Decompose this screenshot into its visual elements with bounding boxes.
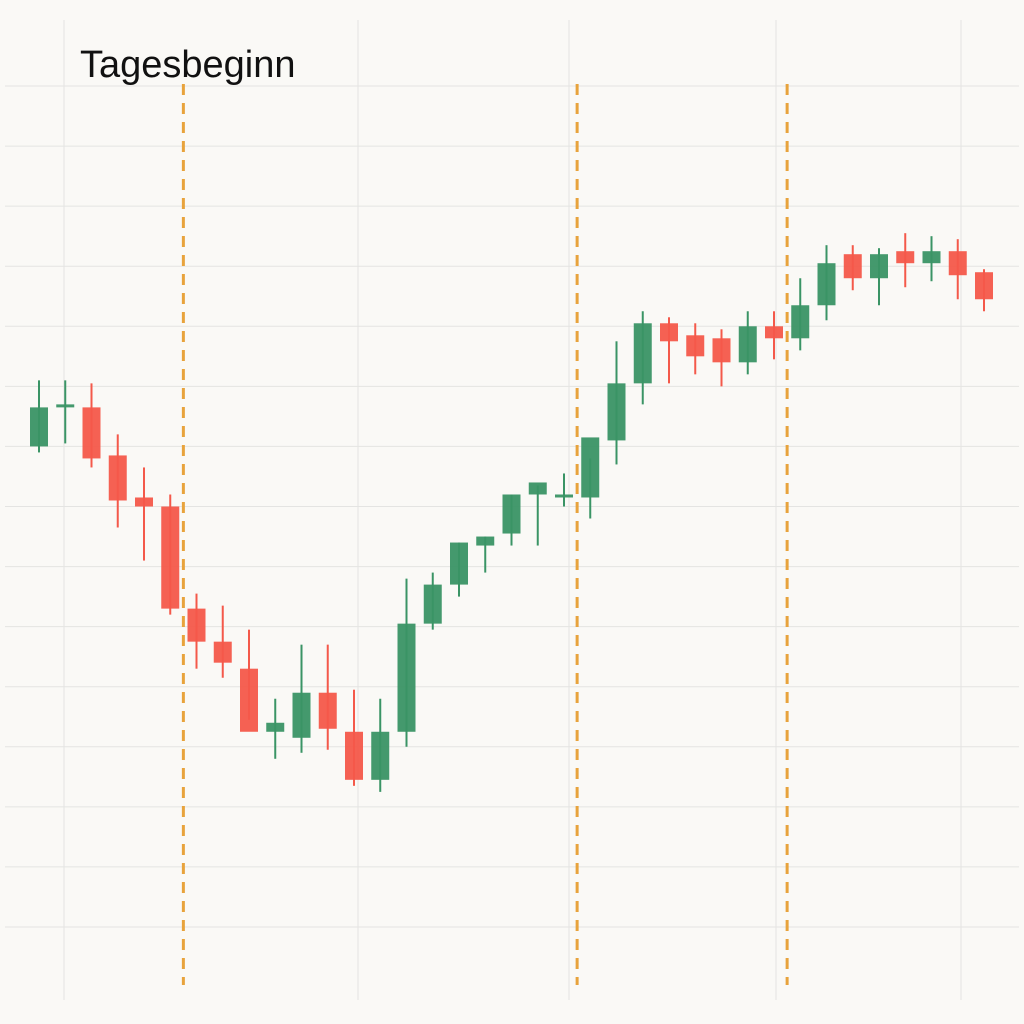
candle-body <box>607 383 626 441</box>
candle-body <box>423 584 442 624</box>
candle-body <box>266 722 285 732</box>
candle-body <box>922 251 941 264</box>
candle-body <box>397 623 416 732</box>
candle <box>975 269 993 312</box>
candle <box>187 593 206 669</box>
candle <box>345 689 363 786</box>
candle <box>791 278 810 351</box>
candle <box>476 536 495 573</box>
candle-body <box>660 323 678 342</box>
candle <box>82 383 101 468</box>
candles <box>30 233 993 792</box>
candle-body <box>187 608 206 642</box>
candle <box>633 311 652 405</box>
candle-body <box>371 731 390 780</box>
candle-body <box>791 305 810 339</box>
candle <box>56 380 75 444</box>
candle-body <box>56 404 75 408</box>
candle-body <box>213 641 232 663</box>
candle <box>502 494 521 546</box>
candle <box>30 380 48 453</box>
candle <box>660 317 678 384</box>
candle <box>423 572 442 630</box>
candle <box>240 629 258 732</box>
candle-body <box>765 326 783 339</box>
candle <box>765 311 783 360</box>
candle <box>528 482 547 546</box>
candle-body <box>817 263 836 306</box>
candle-body <box>476 536 495 546</box>
candle <box>555 473 573 507</box>
candle <box>292 644 311 753</box>
candle-body <box>975 272 993 300</box>
candle <box>161 494 180 615</box>
candle <box>108 434 127 528</box>
candle-body <box>240 668 258 732</box>
candle <box>870 248 888 306</box>
candle <box>948 239 967 300</box>
candle-body <box>633 323 652 384</box>
candle-body <box>318 692 337 729</box>
candle-body <box>135 497 153 507</box>
candle-body <box>450 542 468 585</box>
candle <box>213 605 232 678</box>
candle-body <box>108 455 127 501</box>
candle <box>371 698 390 792</box>
candle <box>318 644 337 750</box>
candle-body <box>870 254 888 279</box>
candle-body <box>161 506 180 609</box>
candle-body <box>555 494 573 498</box>
candle-body <box>30 407 48 447</box>
candle <box>450 542 468 597</box>
candle-body <box>345 731 363 780</box>
chart-title: Tagesbeginn <box>80 44 296 86</box>
candle <box>843 245 862 291</box>
candle <box>135 467 153 561</box>
candle <box>817 245 836 321</box>
candle-body <box>686 335 705 357</box>
candle-body <box>292 692 311 738</box>
candle-body <box>896 251 915 264</box>
candle <box>581 437 600 519</box>
candle <box>712 329 731 387</box>
candle-body <box>581 437 600 498</box>
candle-body <box>502 494 521 534</box>
candle-body <box>843 254 862 279</box>
candle <box>686 323 705 375</box>
candle <box>738 311 757 375</box>
session-markers <box>181 84 789 985</box>
candle-body <box>712 338 731 363</box>
candle-body <box>738 326 757 363</box>
candle <box>397 578 416 747</box>
candle-body <box>948 251 967 276</box>
candle <box>607 341 626 465</box>
candle-body <box>528 482 547 495</box>
candle <box>266 698 285 759</box>
candle <box>896 233 915 288</box>
candle-body <box>82 407 101 459</box>
candle <box>922 236 941 282</box>
